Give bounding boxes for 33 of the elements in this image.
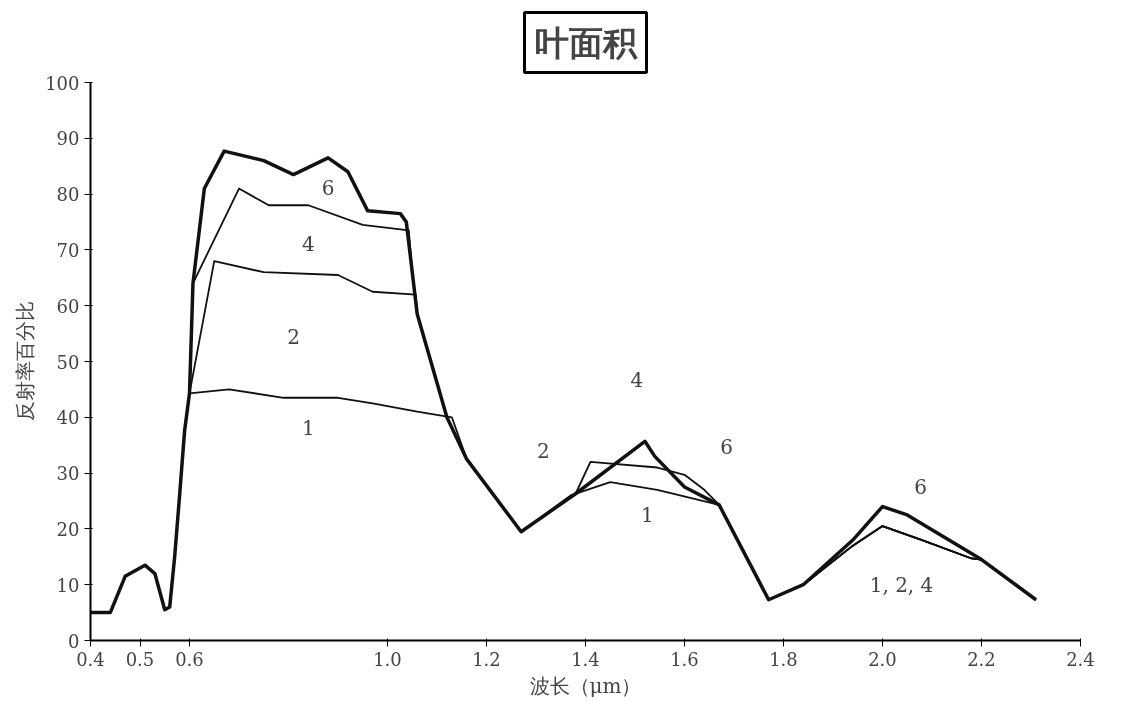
annotation: 2: [537, 439, 550, 464]
x-tick-label: 1.4: [571, 648, 600, 670]
x-tick-label: 2.0: [868, 648, 897, 670]
y-tick-label: 40: [56, 407, 80, 429]
x-tick-label: 2.2: [967, 648, 996, 670]
x-tick-label: 1.6: [670, 648, 699, 670]
x-axis-title: 波长（μm）: [529, 673, 642, 698]
annotation: 6: [321, 176, 335, 201]
y-tick-label: 60: [56, 295, 80, 317]
y-axis-title: 反射率百分比: [13, 301, 38, 422]
annotation: 1: [640, 503, 654, 528]
x-tick-label: 2.4: [1066, 648, 1095, 670]
y-tick-label: 70: [56, 239, 80, 261]
y-tick-label: 30: [56, 463, 80, 485]
x-tick-label: 0.5: [125, 648, 155, 670]
x-tick-label: 0.6: [175, 648, 204, 670]
annotation: 2: [287, 324, 300, 349]
y-tick-label: 80: [56, 184, 80, 206]
annotation: 4: [301, 231, 315, 256]
annotation: 4: [630, 367, 644, 392]
annotation: 1, 2, 4: [869, 573, 934, 598]
x-tick-label: 1.0: [373, 648, 402, 670]
chart-title: 叶面积: [534, 22, 638, 63]
annotation: 1: [301, 416, 315, 441]
y-tick-label: 10: [56, 574, 80, 596]
x-tick-label: 1.2: [472, 648, 501, 670]
y-tick-label: 90: [56, 128, 80, 150]
y-tick-label: 100: [45, 72, 80, 94]
annotation: 6: [914, 475, 927, 500]
x-tick-label: 1.8: [769, 648, 798, 670]
y-tick-label: 50: [56, 351, 80, 373]
y-tick-label: 20: [56, 518, 80, 540]
annotation: 6: [720, 434, 733, 459]
